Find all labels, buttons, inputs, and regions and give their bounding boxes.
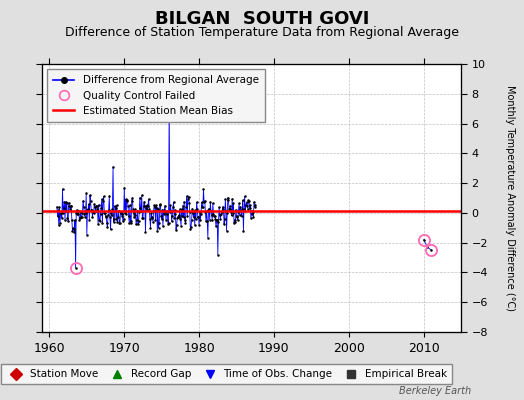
Text: Berkeley Earth: Berkeley Earth	[399, 386, 472, 396]
Text: BILGAN  SOUTH GOVI: BILGAN SOUTH GOVI	[155, 10, 369, 28]
Y-axis label: Monthly Temperature Anomaly Difference (°C): Monthly Temperature Anomaly Difference (…	[505, 85, 515, 311]
Text: Difference of Station Temperature Data from Regional Average: Difference of Station Temperature Data f…	[65, 26, 459, 39]
Legend: Station Move, Record Gap, Time of Obs. Change, Empirical Break: Station Move, Record Gap, Time of Obs. C…	[1, 364, 452, 384]
